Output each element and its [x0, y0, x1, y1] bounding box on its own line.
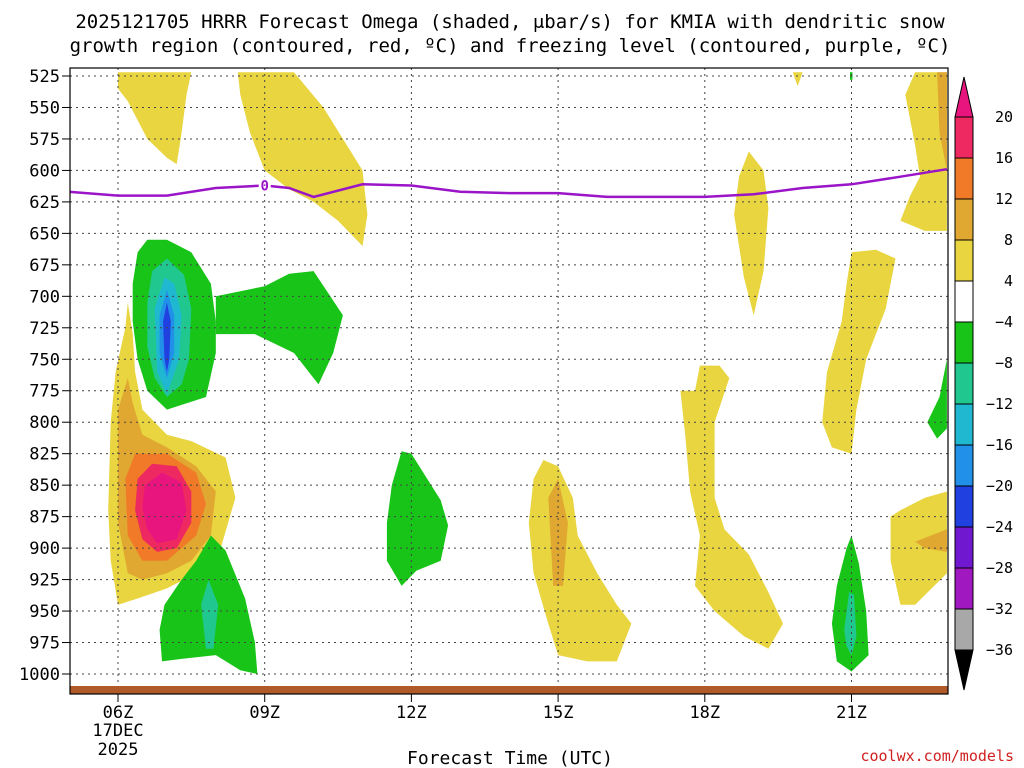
- colorbar-segment: [954, 239, 974, 282]
- plot-frame: [69, 67, 949, 695]
- region-mid-yellow-19: [734, 151, 769, 316]
- colorbar-bottom-arrow: [954, 649, 974, 691]
- colorbar-segment: [954, 362, 974, 405]
- y-tick-label: 550: [29, 98, 60, 118]
- colorbar-segment: [954, 444, 974, 487]
- y-tick-label: 1000: [19, 665, 60, 685]
- colorbar-label: 8: [1004, 231, 1013, 249]
- region-lower-right-orange: [915, 529, 947, 552]
- y-tick-label: 775: [29, 382, 60, 402]
- colorbar-label: −16: [986, 436, 1013, 454]
- region-mid-yellow-18: [680, 365, 783, 649]
- region-teal-21: [844, 592, 857, 656]
- y-tick-label: 800: [29, 413, 60, 433]
- y-tick-label: 750: [29, 350, 60, 370]
- x-tick-label: 18Z: [689, 703, 720, 723]
- colorbar: 20 16 12 8 4 −4 −8 −12 −16 −20 −24 −28 −32 −36: [954, 76, 1013, 691]
- freezing-level-contour: 0: [70, 167, 948, 199]
- freezing-level-line: [70, 167, 948, 199]
- date-label-year: 2025: [98, 740, 139, 760]
- colorbar-label: −24: [986, 518, 1013, 536]
- date-label-day: 17DEC: [92, 721, 143, 741]
- region-upper-right-orange: [937, 72, 947, 171]
- region-green-12: [386, 451, 449, 586]
- colorbar-label: 20: [995, 108, 1013, 126]
- colorbar-label: −28: [986, 559, 1013, 577]
- colorbar-segment: [954, 485, 974, 528]
- x-tick-label: 15Z: [543, 703, 574, 723]
- region-upper-yellow-1: [118, 72, 192, 165]
- colorbar-segment: [954, 198, 974, 241]
- y-tick-label: 625: [29, 193, 60, 213]
- colorbar-label: 4: [1004, 272, 1013, 290]
- region-blue-7: [163, 302, 171, 372]
- y-tick-label: 925: [29, 571, 60, 591]
- colorbar-label: −20: [986, 477, 1013, 495]
- region-upper-yellow-small: [792, 72, 803, 87]
- region-lower-right-yellow: [890, 491, 947, 605]
- colorbar-label: 12: [995, 190, 1013, 208]
- colorbar-label: −12: [986, 395, 1013, 413]
- colorbar-segment: [954, 526, 974, 569]
- chart-title-line1: 2025121705 HRRR Forecast Omega (shaded, …: [75, 11, 945, 33]
- y-tick-label: 575: [29, 130, 60, 150]
- colorbar-segment: [954, 157, 974, 200]
- region-right-yellow-21: [822, 249, 896, 454]
- region-upper-yellow-2: [237, 72, 368, 246]
- region-right-edge-green: [927, 359, 947, 439]
- y-axis: 525 550 575 600 625 650 675 700 725 750 775 800 825 8…: [19, 67, 70, 685]
- region-teal-8: [201, 579, 219, 649]
- y-tick-label: 700: [29, 287, 60, 307]
- x-tick-label: 12Z: [396, 703, 427, 723]
- y-tick-label: 725: [29, 319, 60, 339]
- y-tick-label: 875: [29, 508, 60, 528]
- colorbar-label: 16: [995, 149, 1013, 167]
- y-tick-label: 975: [29, 634, 60, 654]
- y-tick-label: 650: [29, 224, 60, 244]
- y-tick-label: 900: [29, 539, 60, 559]
- terrain-bar: [70, 686, 948, 694]
- y-tick-label: 600: [29, 161, 60, 181]
- y-tick-label: 950: [29, 602, 60, 622]
- x-axis-label: Forecast Time (UTC): [407, 748, 613, 768]
- colorbar-segment: [954, 116, 974, 159]
- y-tick-label: 850: [29, 476, 60, 496]
- region-magenta-6: [142, 472, 187, 544]
- freezing-level-label: 0: [260, 179, 268, 195]
- colorbar-segment: [954, 321, 974, 364]
- region-mid-orange-15: [548, 478, 568, 586]
- colorbar-segment: [954, 608, 974, 651]
- region-mid-yellow-15: [528, 460, 632, 662]
- y-tick-label: 525: [29, 67, 60, 87]
- credit-text: coolwx.com/models: [860, 747, 1014, 765]
- y-tick-label: 825: [29, 445, 60, 465]
- colorbar-segment: [954, 567, 974, 610]
- x-tick-label: 09Z: [249, 703, 280, 723]
- omega-shaded-regions: [108, 72, 947, 674]
- y-tick-label: 675: [29, 256, 60, 276]
- region-upper-right-yellow: [900, 72, 947, 231]
- colorbar-segment: [954, 280, 974, 323]
- x-axis: 06Z 09Z 12Z 15Z 18Z 21Z: [103, 694, 867, 723]
- freezing-label-bg: [258, 176, 271, 194]
- chart-title-line2: growth region (contoured, red, ºC) and f…: [70, 35, 951, 57]
- colorbar-top-arrow: [954, 76, 974, 118]
- colorbar-segment: [954, 403, 974, 446]
- region-green-9-tail: [215, 271, 343, 385]
- colorbar-label: −4: [995, 313, 1013, 331]
- colorbar-label: −32: [986, 600, 1013, 618]
- gridlines: [70, 68, 948, 686]
- x-tick-label: 06Z: [103, 703, 134, 723]
- x-tick-label: 21Z: [836, 703, 867, 723]
- colorbar-label: −8: [995, 354, 1013, 372]
- colorbar-label: −36: [986, 641, 1013, 659]
